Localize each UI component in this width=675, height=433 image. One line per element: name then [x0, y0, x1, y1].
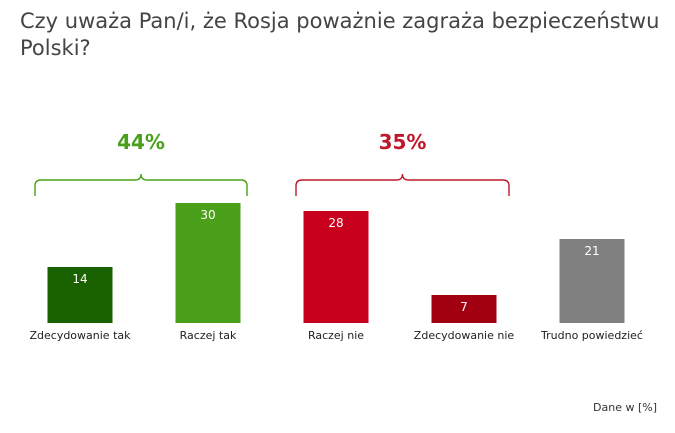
category-label-4: Zdecydowanie nie — [414, 329, 515, 342]
category-label-1: Zdecydowanie tak — [29, 329, 131, 342]
bar-3 — [303, 211, 369, 323]
source-note: Dane w [%] — [593, 401, 657, 414]
category-label-3: Raczej nie — [308, 329, 364, 342]
category-label-2: Raczej tak — [180, 329, 237, 342]
category-label-5: Trudno powiedzieć — [540, 329, 643, 342]
bar-value-label-3: 28 — [328, 216, 343, 230]
group-brace-2 — [295, 173, 510, 196]
bar-1 — [47, 267, 113, 323]
bar-4 — [431, 295, 497, 323]
bar-value-label-1: 14 — [72, 272, 87, 286]
group-total-label-2: 35% — [379, 130, 427, 154]
group-total-label-1: 44% — [117, 130, 165, 154]
bar-value-label-5: 21 — [584, 244, 599, 258]
group-brace-1 — [34, 173, 248, 196]
bar-value-label-4: 7 — [460, 300, 468, 314]
bar-2 — [175, 203, 241, 323]
chart-title: Czy uważa Pan/i, że Rosja poważnie zagra… — [20, 9, 660, 60]
bar-value-label-2: 30 — [200, 208, 215, 222]
bar-5 — [559, 239, 625, 323]
